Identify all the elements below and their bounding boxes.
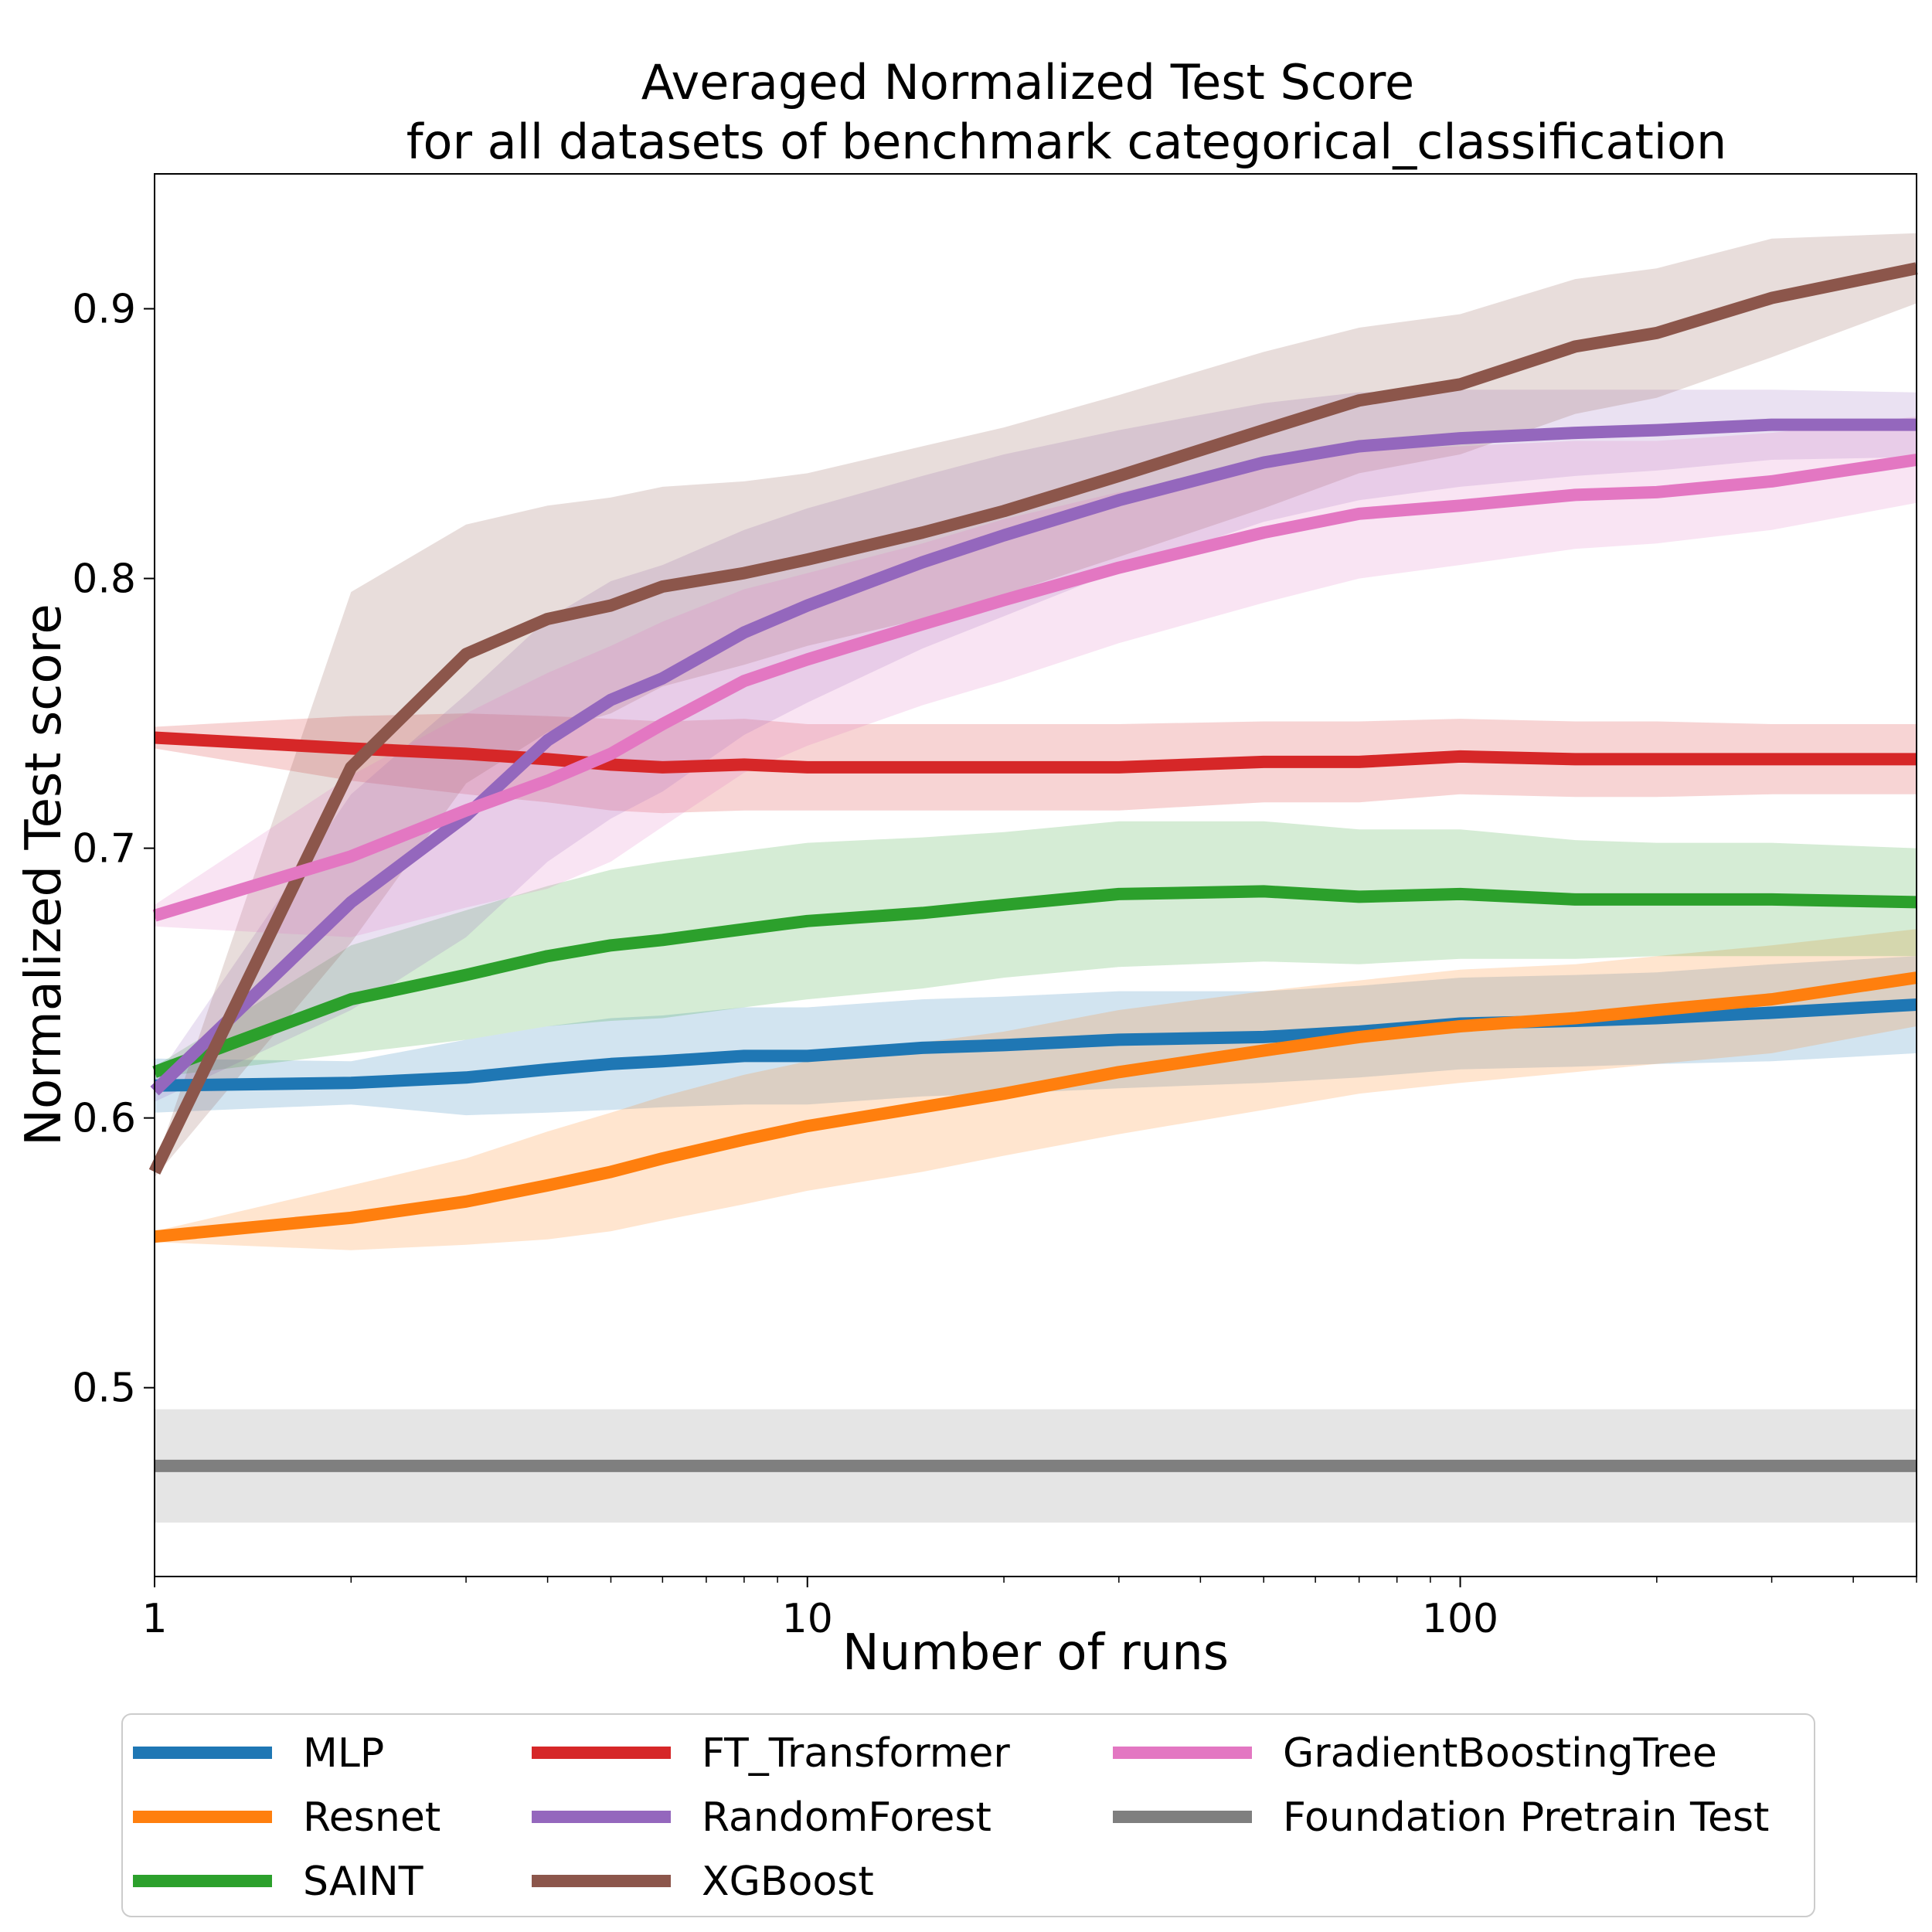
- x-tick-label: 100: [1422, 1596, 1498, 1642]
- legend-label-xgboost: XGBoost: [702, 1859, 874, 1905]
- band-xgboost: [155, 233, 1917, 1178]
- legend-label-saint: SAINT: [303, 1859, 423, 1905]
- band-gradientboostingtree: [155, 417, 1917, 937]
- legend: MLP Resnet SAINT FT_Transformer RandomForest…: [121, 1713, 1815, 1917]
- legend-label-foundation-pretrain-test: Foundation Pretrain Test: [1283, 1794, 1769, 1841]
- x-axis-label: Number of runs: [842, 1624, 1229, 1682]
- line-gradientboostingtree: [152, 454, 1918, 922]
- legend-frame: [121, 1713, 1815, 1917]
- chart-title: Averaged Normalized Test Score: [641, 54, 1414, 111]
- line-resnet: [154, 971, 1918, 1243]
- x-tick-label: 1: [141, 1596, 167, 1642]
- series-lines: [148, 262, 1918, 1472]
- y-tick-label: 0.7: [72, 826, 136, 872]
- y-tick-label: 0.9: [72, 287, 136, 333]
- x-tick-label: 10: [782, 1596, 833, 1642]
- plot-area-frame: [154, 173, 1917, 1577]
- legend-label-ft-transformer: FT_Transformer: [702, 1730, 1010, 1777]
- legend-label-resnet: Resnet: [303, 1794, 440, 1841]
- axis-ticks: 1 10 100 0.5 0.6 0.7 0.8 0.9: [72, 287, 1917, 1642]
- chart-subtitle: for all datasets of benchmark categorica…: [406, 114, 1727, 170]
- legend-label-gradientboostingtree: GradientBoostingTree: [1283, 1730, 1717, 1777]
- band-saint: [155, 821, 1917, 1078]
- line-randomforest: [150, 418, 1917, 1096]
- y-tick-label: 0.6: [72, 1096, 136, 1142]
- y-axis-label: Normalized Test score: [15, 604, 73, 1146]
- line-xgboost: [148, 262, 1918, 1175]
- legend-label-randomforest: RandomForest: [702, 1794, 992, 1841]
- legend-label-mlp: MLP: [303, 1730, 384, 1777]
- band-mlp: [155, 956, 1917, 1116]
- line-saint: [152, 885, 1917, 1078]
- y-tick-label: 0.5: [72, 1366, 136, 1412]
- y-tick-label: 0.8: [72, 556, 136, 603]
